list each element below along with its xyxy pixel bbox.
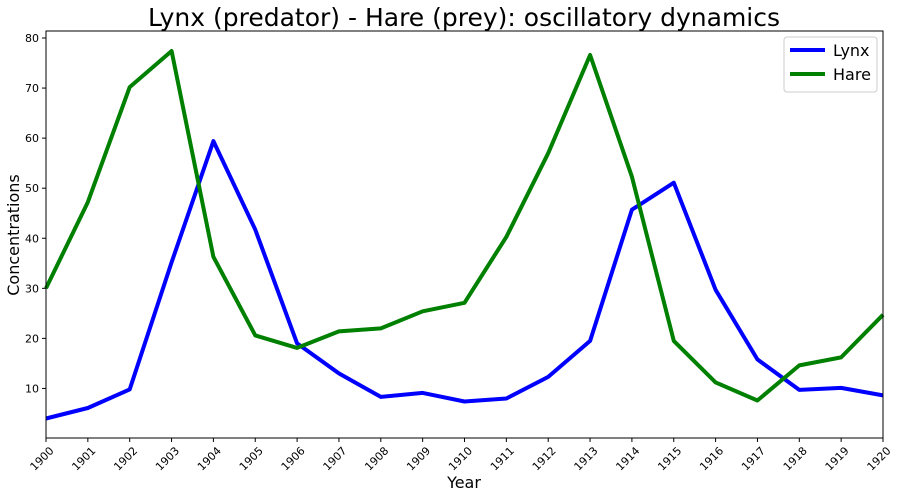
- legend: Lynx Hare: [783, 36, 878, 93]
- plot-frame: [45, 30, 884, 439]
- y-tick-label: 60: [25, 132, 39, 145]
- y-tick-label: 20: [25, 332, 39, 345]
- y-tick-label: 10: [25, 382, 39, 395]
- y-tick-label: 50: [25, 182, 39, 195]
- series-line-lynx: [45, 139, 884, 421]
- y-tick-label: 70: [25, 82, 39, 95]
- y-tick-label: 30: [25, 282, 39, 295]
- series-layer: [44, 49, 885, 421]
- series-line-hare: [44, 49, 885, 403]
- y-axis-label: Concentrations: [4, 174, 23, 296]
- x-axis-label: Year: [446, 473, 481, 492]
- y-tick-label: 40: [25, 232, 39, 245]
- y-axis: 10 20 30 40 50 60 70 80: [25, 32, 46, 395]
- legend-label-lynx: Lynx: [833, 41, 870, 60]
- chart-title: Lynx (predator) - Hare (prey): oscillato…: [148, 3, 780, 32]
- plot-area: [46, 31, 883, 438]
- legend-label-hare: Hare: [833, 65, 871, 84]
- y-tick-label: 80: [25, 32, 39, 45]
